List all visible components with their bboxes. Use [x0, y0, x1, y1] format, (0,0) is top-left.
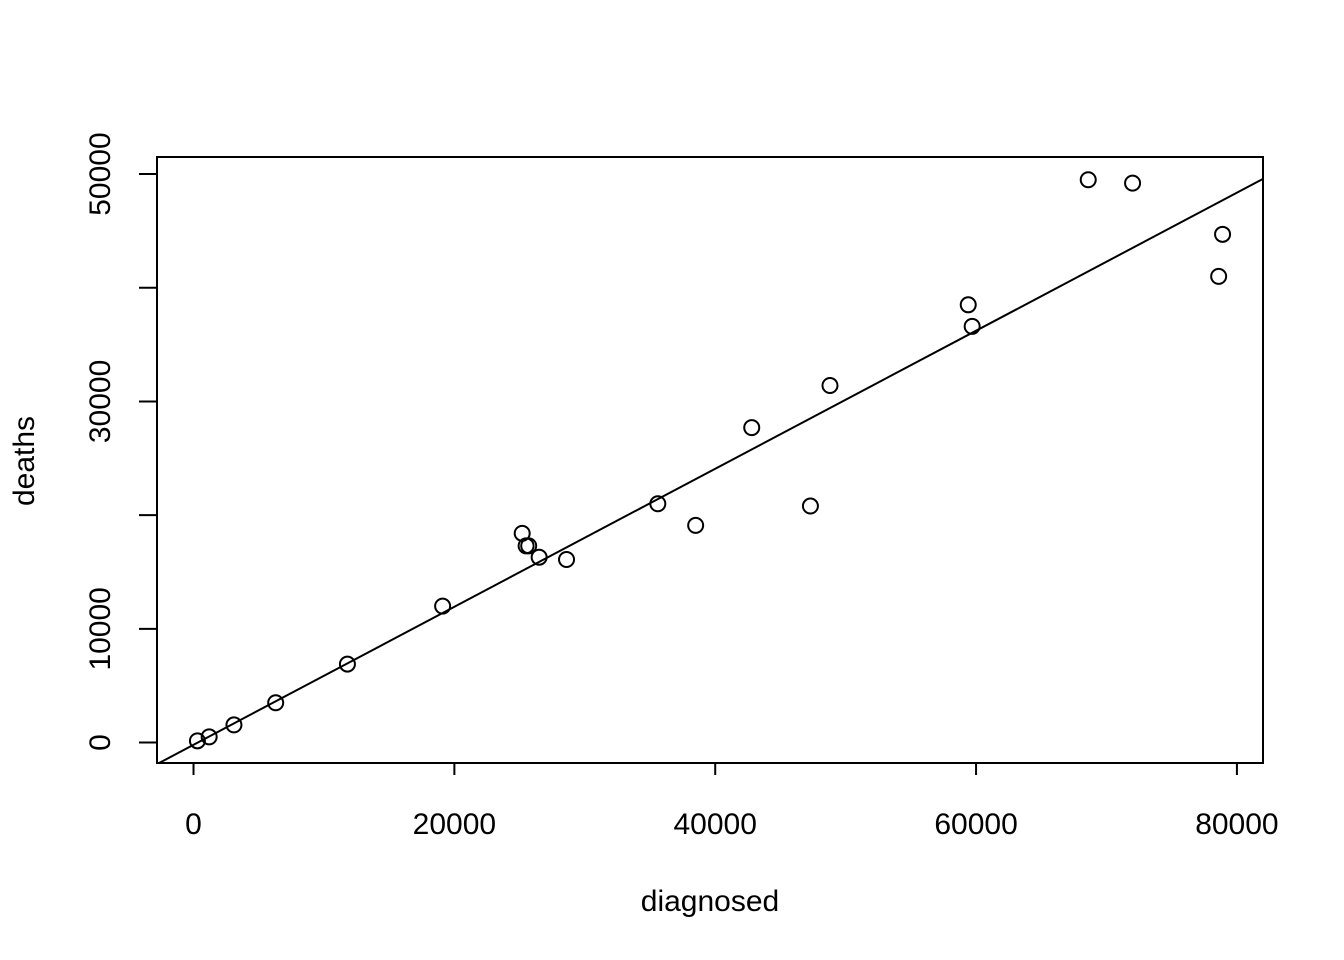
- data-point: [1210, 267, 1228, 285]
- y-tick-label: 0: [84, 734, 117, 751]
- y-axis-label: deaths: [8, 416, 41, 506]
- plot-marks: [157, 171, 1263, 763]
- data-point: [434, 597, 452, 615]
- x-axis-label: diagnosed: [641, 885, 779, 918]
- data-point: [821, 377, 839, 395]
- x-tick-label: 60000: [934, 808, 1017, 841]
- x-tick-label: 40000: [673, 808, 756, 841]
- data-point: [649, 495, 667, 513]
- data-point: [558, 550, 576, 568]
- y-tick-label: 50000: [84, 132, 117, 215]
- data-point: [1079, 171, 1097, 189]
- plot-area: [157, 171, 1263, 763]
- data-point: [267, 694, 285, 712]
- data-point: [801, 497, 819, 515]
- data-point: [1214, 225, 1232, 243]
- data-point: [687, 516, 705, 534]
- data-point: [338, 655, 356, 673]
- data-point: [530, 548, 548, 566]
- data-point: [225, 716, 243, 734]
- data-point: [200, 728, 218, 746]
- y-axis: 0 10000 30000 50000: [84, 132, 158, 751]
- fit-line: [157, 178, 1263, 763]
- x-tick-label: 20000: [413, 808, 496, 841]
- data-point: [188, 732, 206, 750]
- x-tick-label: 0: [185, 808, 202, 841]
- plot-frame: [156, 156, 1264, 764]
- x-axis: 0 20000 40000 60000 80000: [185, 762, 1279, 841]
- data-point: [963, 317, 981, 335]
- x-tick-label: 80000: [1195, 808, 1278, 841]
- data-point: [520, 537, 538, 555]
- data-point: [743, 419, 761, 437]
- data-point: [959, 296, 977, 314]
- y-tick-label: 30000: [84, 360, 117, 443]
- y-tick-label: 10000: [84, 587, 117, 670]
- data-point: [1124, 174, 1142, 192]
